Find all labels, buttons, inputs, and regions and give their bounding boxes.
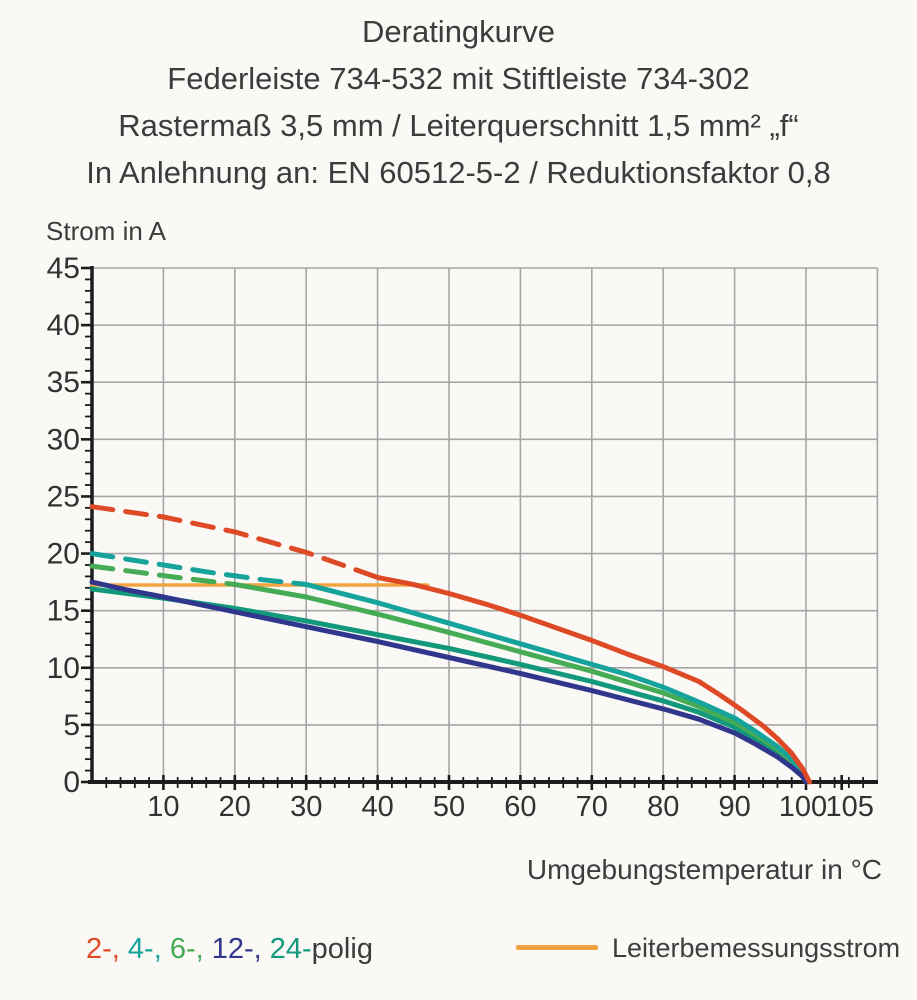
legend-pole-4-polig: 4-, [127, 933, 170, 965]
y-tick-label: 5 [63, 709, 80, 742]
y-tick-label: 0 [63, 766, 80, 799]
x-tick-label: 20 [219, 791, 251, 823]
x-tick-label: 40 [361, 791, 393, 823]
curve-12-polig [89, 579, 809, 785]
curve-4-polig-dashed [89, 551, 309, 587]
legend-pole-12-polig: 12-, [211, 933, 270, 965]
poles-legend-suffix: polig [311, 933, 373, 965]
curve-6-polig-dashed [89, 563, 238, 587]
y-tick-label: 25 [47, 480, 80, 513]
x-tick-label: 80 [647, 791, 679, 823]
y-tick-label: 15 [47, 595, 80, 628]
rated-current-line-swatch [516, 945, 598, 951]
rated-current-label: Leiterbemessungsstrom [612, 933, 901, 963]
y-tick-label: 40 [47, 309, 80, 342]
chart-subtitle-specs: Rastermaß 3,5 mm / Leiterquerschnitt 1,5… [118, 108, 799, 143]
curve-4-polig [303, 581, 809, 785]
x-tick-label: 100 [779, 791, 827, 823]
curve-2-polig [375, 575, 813, 785]
y-axis-title: Strom in A [46, 216, 166, 246]
legend-pole-2-polig: 2-, [86, 933, 128, 965]
x-axis-title: Umgebungstemperatur in °C [526, 854, 882, 885]
x-tick-label: 70 [576, 791, 608, 823]
y-tick-label: 20 [47, 538, 80, 571]
x-tick-label: 105 [826, 791, 874, 823]
poles-legend: 2-, 4-, 6-, 12-, 24-polig [86, 933, 373, 966]
chart-title: Deratingkurve [362, 14, 555, 49]
chart-title-block: Deratingkurve Federleiste 734-532 mit St… [0, 8, 917, 196]
chart-subtitle-standard: In Anlehnung an: EN 60512-5-2 / Reduktio… [86, 155, 831, 190]
y-tick-label: 35 [47, 366, 80, 399]
y-tick-label: 30 [47, 423, 80, 456]
chart-subtitle-products: Federleiste 734-532 mit Stiftleiste 734-… [167, 61, 750, 96]
legend-pole-24-polig: 24- [269, 933, 312, 965]
legend-pole-6-polig: 6-, [169, 933, 212, 965]
x-tick-label: 90 [718, 791, 750, 823]
curve-2-polig-dashed [89, 504, 381, 580]
x-tick-label: 10 [147, 791, 179, 823]
x-tick-label: 50 [433, 791, 465, 823]
x-tick-label: 30 [290, 791, 322, 823]
y-tick-label: 45 [47, 252, 80, 285]
x-tick-label: 60 [504, 791, 536, 823]
rated-current-legend: Leiterbemessungsstrom [516, 933, 900, 964]
y-tick-label: 10 [47, 652, 80, 685]
